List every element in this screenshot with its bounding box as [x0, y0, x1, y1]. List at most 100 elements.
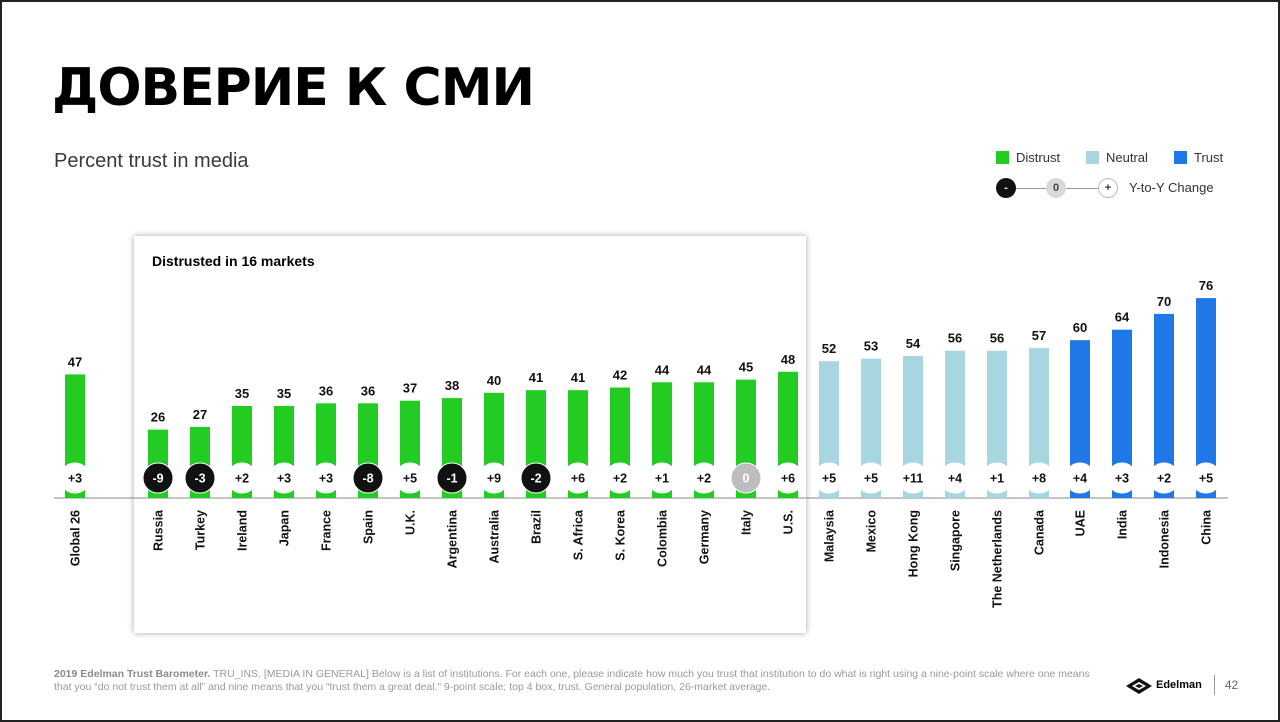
category-label-australia: Australia — [488, 509, 502, 564]
change-label-u-s: +6 — [781, 472, 795, 486]
change-marker-colombia: +1 — [646, 462, 678, 494]
chart-subtitle: Percent trust in media — [54, 150, 249, 172]
change-circle-australia — [478, 462, 510, 494]
data-label-turkey: 27 — [193, 407, 207, 422]
footer-note: 2019 Edelman Trust Barometer. TRU_INS. [… — [54, 668, 1094, 694]
change-marker-ireland: +2 — [226, 462, 258, 494]
data-label-u-s: 48 — [781, 352, 795, 367]
bar-indonesia — [1154, 313, 1174, 498]
change-label-singapore: +4 — [948, 472, 962, 486]
data-label-global-26: 47 — [68, 354, 82, 369]
change-marker-india: +3 — [1106, 462, 1138, 494]
data-label-hong-kong: 54 — [906, 336, 921, 351]
change-label-russia: -9 — [152, 472, 163, 486]
change-circle-colombia — [646, 462, 678, 494]
category-label-japan: Japan — [278, 510, 292, 546]
change-circle-the-netherlands — [981, 462, 1013, 494]
change-circle-malaysia — [813, 462, 845, 494]
legend-swatch-distrust — [996, 151, 1009, 164]
data-label-mexico: 53 — [864, 339, 878, 354]
legend-swatch-neutral — [1086, 151, 1099, 164]
category-label-turkey: Turkey — [194, 510, 208, 550]
legend-label-trust: Trust — [1194, 150, 1224, 165]
change-label-mexico: +5 — [864, 472, 878, 486]
change-circle-s-africa — [562, 462, 594, 494]
bar-canada — [1029, 348, 1049, 498]
change-label-france: +3 — [319, 472, 333, 486]
legend-item-distrust: Distrust — [996, 150, 1060, 165]
category-label-colombia: Colombia — [656, 509, 670, 567]
change-circle-russia — [142, 462, 174, 494]
change-marker-brazil: -2 — [520, 462, 552, 494]
data-label-brazil: 41 — [529, 370, 543, 385]
change-marker-singapore: +4 — [939, 462, 971, 494]
change-marker-france: +3 — [310, 462, 342, 494]
category-label-spain: Spain — [362, 510, 376, 544]
change-marker-canada: +8 — [1023, 462, 1055, 494]
change-circle-france — [310, 462, 342, 494]
change-marker-u-k: +5 — [394, 462, 426, 494]
change-legend-zero: 0 — [1046, 178, 1066, 198]
change-circle-hong-kong — [897, 462, 929, 494]
data-label-indonesia: 70 — [1157, 294, 1171, 309]
data-label-s-korea: 42 — [613, 368, 627, 383]
change-label-s-africa: +6 — [571, 472, 585, 486]
change-marker-the-netherlands: +1 — [981, 462, 1013, 494]
category-label-hong-kong: Hong Kong — [907, 510, 921, 577]
category-label-u-k: U.K. — [404, 510, 418, 535]
bar-the-netherlands — [987, 350, 1007, 498]
change-circle-ireland — [226, 462, 258, 494]
change-marker-u-s: +6 — [772, 462, 804, 494]
legend-item-trust: Trust — [1174, 150, 1223, 165]
change-circle-italy — [730, 462, 762, 494]
change-circle-mexico — [855, 462, 887, 494]
change-circle-brazil — [520, 462, 552, 494]
data-label-france: 36 — [319, 383, 333, 398]
change-circle-u-k — [394, 462, 426, 494]
change-marker-russia: -9 — [142, 462, 174, 494]
change-circle-china — [1190, 462, 1222, 494]
change-marker-italy: 0 — [730, 462, 762, 494]
change-label-japan: +3 — [277, 472, 291, 486]
data-label-china: 76 — [1199, 278, 1213, 293]
change-circle-argentina — [436, 462, 468, 494]
change-label-the-netherlands: +1 — [990, 472, 1004, 486]
change-label-ireland: +2 — [235, 472, 249, 486]
change-marker-australia: +9 — [478, 462, 510, 494]
legend-label-neutral: Neutral — [1106, 150, 1148, 165]
data-label-australia: 40 — [487, 373, 501, 388]
change-circle-germany — [688, 462, 720, 494]
change-label-india: +3 — [1115, 472, 1129, 486]
change-circle-turkey — [184, 462, 216, 494]
bar-china — [1196, 298, 1216, 498]
category-label-argentina: Argentina — [446, 509, 460, 568]
category-label-indonesia: Indonesia — [1158, 509, 1172, 568]
change-marker-argentina: -1 — [436, 462, 468, 494]
category-label-brazil: Brazil — [530, 510, 544, 544]
change-label-argentina: -1 — [446, 472, 457, 486]
category-label-russia: Russia — [152, 509, 166, 551]
change-label-hong-kong: +11 — [903, 472, 924, 486]
change-marker-japan: +3 — [268, 462, 300, 494]
data-label-uae: 60 — [1073, 320, 1087, 335]
change-label-australia: +9 — [487, 472, 501, 486]
change-circle-s-korea — [604, 462, 636, 494]
change-label-canada: +8 — [1032, 472, 1046, 486]
change-label-turkey: -3 — [194, 472, 205, 486]
category-label-s-korea: S. Korea — [614, 509, 628, 561]
change-circle-indonesia — [1148, 462, 1180, 494]
change-marker-uae: +4 — [1064, 462, 1096, 494]
brand: Edelman 42 — [1126, 674, 1238, 696]
data-label-malaysia: 52 — [822, 341, 836, 356]
change-circle-spain — [352, 462, 384, 494]
data-label-ireland: 35 — [235, 386, 249, 401]
category-label-italy: Italy — [740, 510, 754, 535]
change-marker-turkey: -3 — [184, 462, 216, 494]
change-marker-spain: -8 — [352, 462, 384, 494]
category-label-france: France — [320, 510, 334, 551]
change-label-brazil: -2 — [530, 472, 541, 486]
change-label-china: +5 — [1199, 472, 1213, 486]
page-title: ДОВЕРИЕ К СМИ — [52, 58, 535, 118]
data-label-argentina: 38 — [445, 378, 459, 393]
change-circle-uae — [1064, 462, 1096, 494]
